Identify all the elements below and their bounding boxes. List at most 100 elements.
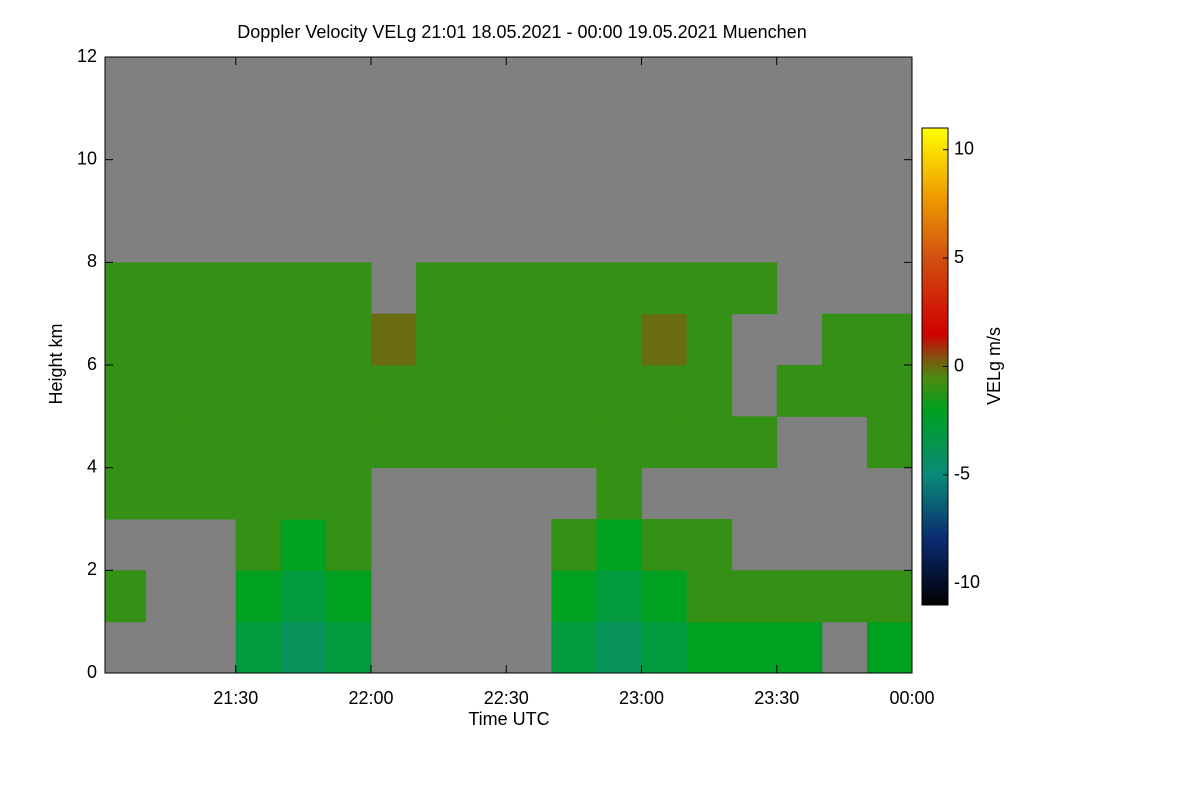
heatmap-cell bbox=[686, 365, 733, 417]
heatmap-cell bbox=[235, 313, 282, 366]
heatmap-cell bbox=[731, 621, 778, 674]
heatmap-cell bbox=[235, 262, 282, 315]
heatmap-cell bbox=[686, 570, 733, 623]
heatmap-cell bbox=[105, 570, 147, 623]
x-tick-label: 22:30 bbox=[484, 688, 529, 708]
y-axis-label: Height km bbox=[46, 323, 66, 404]
heatmap-cell bbox=[866, 365, 913, 417]
heatmap-cell bbox=[866, 416, 913, 469]
heatmap-cell bbox=[190, 416, 237, 469]
heatmap-cell bbox=[235, 365, 282, 417]
heatmap-cell bbox=[235, 416, 282, 469]
heatmap-cell bbox=[641, 416, 688, 469]
heatmap-cell bbox=[105, 365, 147, 417]
heatmap-cell bbox=[325, 519, 372, 571]
heatmap-cell bbox=[370, 365, 417, 417]
heatmap-cell bbox=[506, 416, 552, 469]
heatmap-cell bbox=[280, 621, 327, 674]
heatmap-cell bbox=[105, 416, 147, 469]
heatmap-cell bbox=[325, 467, 372, 520]
heatmap-cell bbox=[596, 416, 642, 469]
heatmap-cell bbox=[821, 365, 868, 417]
heatmap-cell bbox=[461, 313, 507, 366]
heatmap-cell bbox=[235, 467, 282, 520]
heatmap-cell bbox=[596, 621, 642, 674]
heatmap-cell bbox=[506, 365, 552, 417]
heatmap-cell bbox=[641, 570, 688, 623]
heatmap-cell bbox=[686, 313, 733, 366]
heatmap-cell bbox=[821, 570, 868, 623]
heatmap-cell bbox=[280, 365, 327, 417]
heatmap-cell bbox=[145, 467, 192, 520]
y-tick-label: 8 bbox=[87, 251, 97, 271]
heatmap-cell bbox=[821, 313, 868, 366]
x-tick-label: 23:00 bbox=[619, 688, 664, 708]
heatmap-cell bbox=[235, 621, 282, 674]
heatmap-cell bbox=[145, 416, 192, 469]
heatmap-cell bbox=[235, 570, 282, 623]
heatmap-cell bbox=[686, 519, 733, 571]
heatmap-cell bbox=[370, 416, 417, 469]
heatmap-cell bbox=[235, 519, 282, 571]
heatmap-cell bbox=[280, 313, 327, 366]
heatmap-cell bbox=[105, 313, 147, 366]
heatmap-cell bbox=[416, 416, 462, 469]
heatmap-cell bbox=[596, 519, 642, 571]
heatmap-cell bbox=[866, 570, 913, 623]
heatmap-cell bbox=[105, 262, 147, 315]
colorbar-tick-label: 5 bbox=[954, 247, 964, 267]
heatmap-cell bbox=[551, 365, 597, 417]
heatmap-cell bbox=[280, 262, 327, 315]
heatmap-cell bbox=[731, 416, 778, 469]
y-tick-label: 4 bbox=[87, 456, 97, 476]
heatmap-cell bbox=[641, 519, 688, 571]
heatmap-cell bbox=[641, 262, 688, 315]
heatmap-cell bbox=[325, 262, 372, 315]
heatmap-cell bbox=[416, 262, 462, 315]
y-tick-label: 10 bbox=[77, 148, 97, 168]
heatmap-cell bbox=[506, 262, 552, 315]
heatmap-cell bbox=[686, 416, 733, 469]
heatmap-cell bbox=[461, 365, 507, 417]
heatmap-cell bbox=[596, 365, 642, 417]
heatmap-cell bbox=[325, 621, 372, 674]
heatmap-cell bbox=[641, 621, 688, 674]
colorbar-tick-label: 10 bbox=[954, 138, 974, 158]
heatmap-cell bbox=[776, 621, 823, 674]
heatmap-cell bbox=[280, 416, 327, 469]
heatmap-cell bbox=[190, 365, 237, 417]
heatmap-cell bbox=[731, 262, 778, 315]
heatmap-cell bbox=[551, 262, 597, 315]
heatmap-cell bbox=[325, 570, 372, 623]
heatmap-cell bbox=[506, 313, 552, 366]
x-tick-label: 23:30 bbox=[754, 688, 799, 708]
x-tick-label: 22:00 bbox=[348, 688, 393, 708]
heatmap-cell bbox=[190, 467, 237, 520]
colorbar-label: VELg m/s bbox=[984, 327, 1004, 405]
heatmap-cell bbox=[461, 416, 507, 469]
heatmap-cell bbox=[686, 262, 733, 315]
heatmap-cell bbox=[190, 262, 237, 315]
heatmap-cell bbox=[190, 313, 237, 366]
y-tick-label: 2 bbox=[87, 559, 97, 579]
heatmap-cell bbox=[551, 313, 597, 366]
heatmap-cell bbox=[461, 262, 507, 315]
heatmap-cell bbox=[776, 365, 823, 417]
heatmap-cell bbox=[866, 621, 913, 674]
heatmap-cell bbox=[280, 570, 327, 623]
heatmap-cell bbox=[416, 365, 462, 417]
heatmap-cell bbox=[596, 570, 642, 623]
heatmap-cell bbox=[641, 365, 688, 417]
chart-title: Doppler Velocity VELg 21:01 18.05.2021 -… bbox=[237, 22, 806, 42]
colorbar-tick-label: -5 bbox=[954, 464, 970, 484]
heatmap-cell bbox=[325, 313, 372, 366]
heatmap-cell bbox=[686, 621, 733, 674]
heatmap-cell bbox=[596, 313, 642, 366]
colorbar-tick-label: 0 bbox=[954, 355, 964, 375]
heatmap-cell bbox=[145, 365, 192, 417]
heatmap-cell bbox=[551, 570, 597, 623]
x-tick-label: 00:00 bbox=[889, 688, 934, 708]
heatmap-cell bbox=[416, 313, 462, 366]
heatmap-cell bbox=[866, 313, 913, 366]
